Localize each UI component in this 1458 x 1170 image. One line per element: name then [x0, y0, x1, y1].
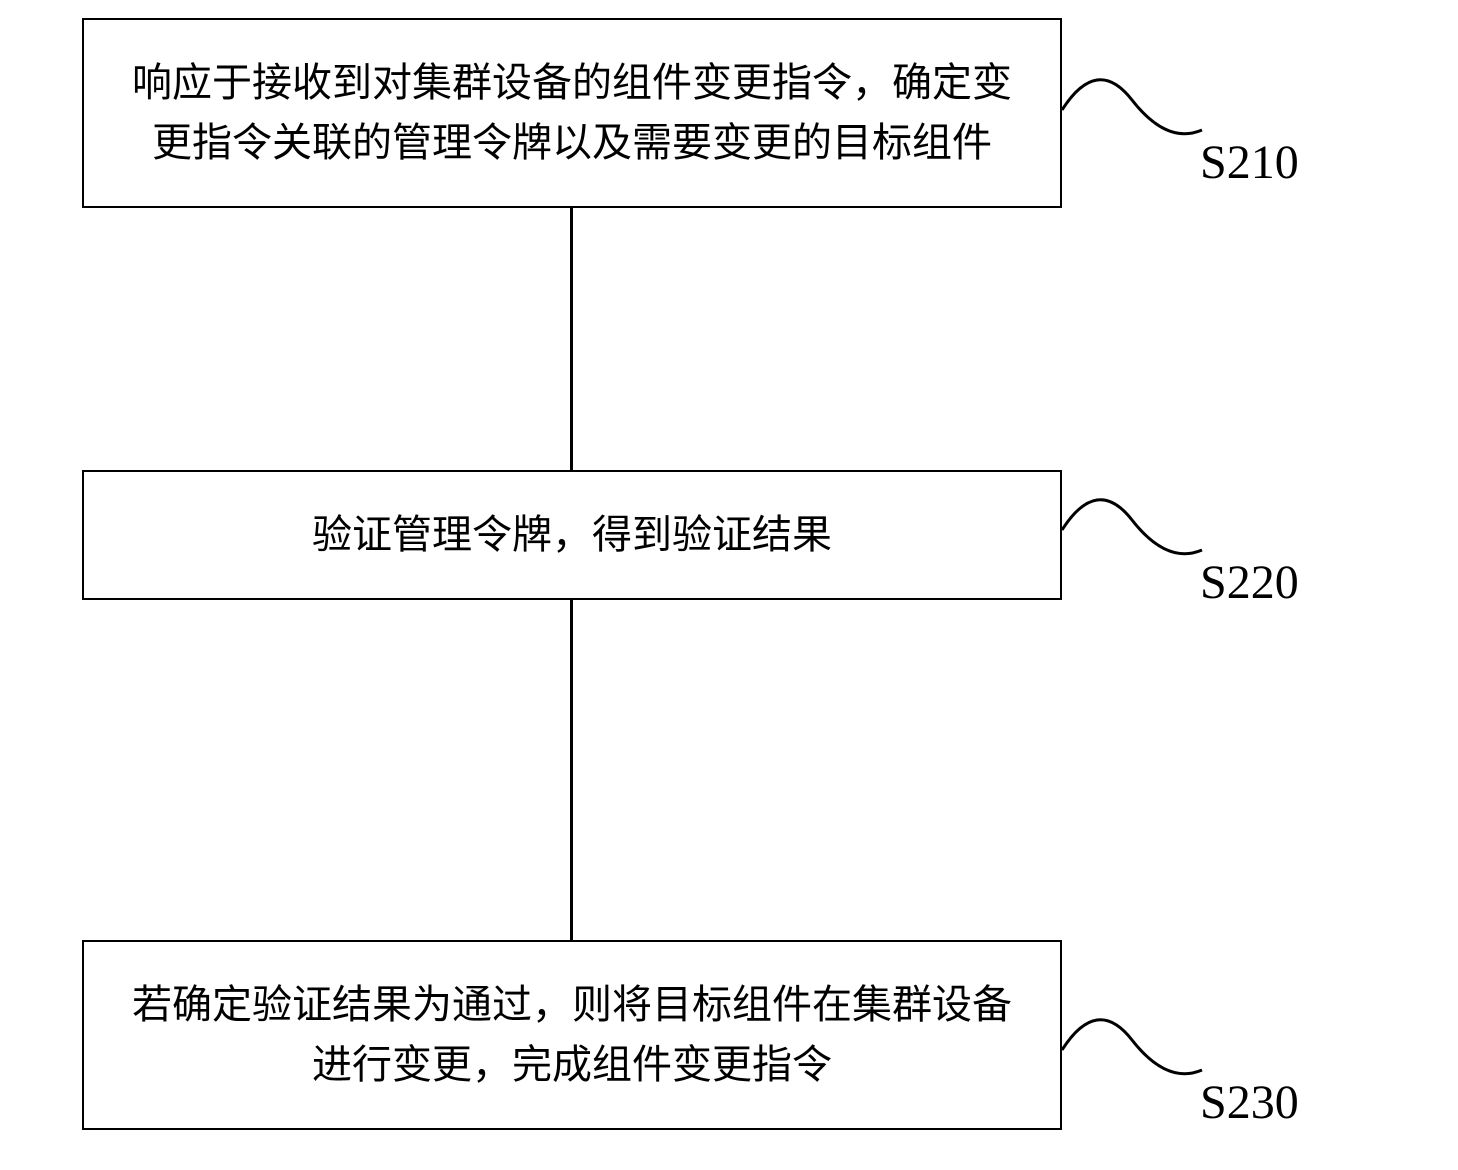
wave-connector-1 [1062, 60, 1222, 180]
wave-path-2 [1062, 500, 1202, 554]
wave-connector-3 [1062, 1000, 1222, 1120]
step-label-1: S210 [1200, 135, 1299, 190]
connector-2-3 [570, 600, 573, 940]
node-1-text: 响应于接收到对集群设备的组件变更指令，确定变更指令关联的管理令牌以及需要变更的目… [124, 53, 1020, 173]
connector-1-2 [570, 208, 573, 470]
wave-connector-2 [1062, 480, 1222, 600]
step-label-3: S230 [1200, 1075, 1299, 1130]
flowchart-container: 响应于接收到对集群设备的组件变更指令，确定变更指令关联的管理令牌以及需要变更的目… [0, 0, 1458, 1170]
node-2-text: 验证管理令牌，得到验证结果 [312, 505, 832, 565]
step-label-2: S220 [1200, 555, 1299, 610]
flowchart-node-3: 若确定验证结果为通过，则将目标组件在集群设备进行变更，完成组件变更指令 [82, 940, 1062, 1130]
node-3-text: 若确定验证结果为通过，则将目标组件在集群设备进行变更，完成组件变更指令 [124, 975, 1020, 1095]
flowchart-node-2: 验证管理令牌，得到验证结果 [82, 470, 1062, 600]
flowchart-node-1: 响应于接收到对集群设备的组件变更指令，确定变更指令关联的管理令牌以及需要变更的目… [82, 18, 1062, 208]
wave-path-1 [1062, 80, 1202, 134]
wave-path-3 [1062, 1020, 1202, 1074]
